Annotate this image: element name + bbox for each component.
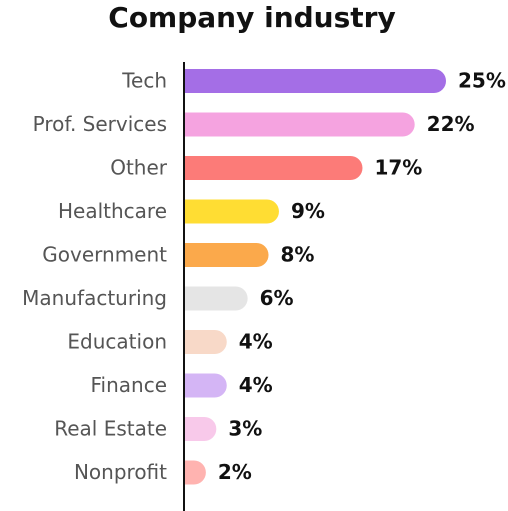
value-label: 4%: [239, 330, 273, 354]
bar: [185, 243, 269, 267]
category-label: Manufacturing: [22, 286, 167, 310]
bar: [185, 156, 363, 180]
bar: [185, 286, 248, 311]
value-label: 2%: [218, 460, 252, 484]
category-label: Nonprofit: [74, 460, 167, 484]
value-label: 17%: [374, 156, 422, 180]
value-label: 25%: [458, 69, 506, 93]
value-label: 3%: [228, 417, 262, 441]
category-label: Other: [110, 156, 168, 180]
value-label: 9%: [291, 199, 325, 223]
category-label: Finance: [90, 373, 167, 397]
category-label: Prof. Services: [33, 112, 167, 136]
bar: [185, 112, 415, 137]
bar: [185, 417, 217, 441]
category-label: Real Estate: [54, 417, 167, 441]
category-label: Government: [42, 243, 167, 267]
category-label: Education: [67, 330, 167, 354]
bar: [185, 330, 227, 354]
value-label: 8%: [281, 243, 315, 267]
chart-title: Company industry: [108, 1, 395, 34]
value-label: 4%: [239, 373, 273, 397]
bar: [185, 373, 227, 398]
bar: [185, 69, 446, 93]
category-label: Healthcare: [58, 199, 167, 223]
value-label: 22%: [427, 112, 475, 136]
bar: [185, 460, 206, 485]
value-label: 6%: [260, 286, 294, 310]
category-label: Tech: [121, 69, 167, 93]
bar: [185, 199, 279, 224]
